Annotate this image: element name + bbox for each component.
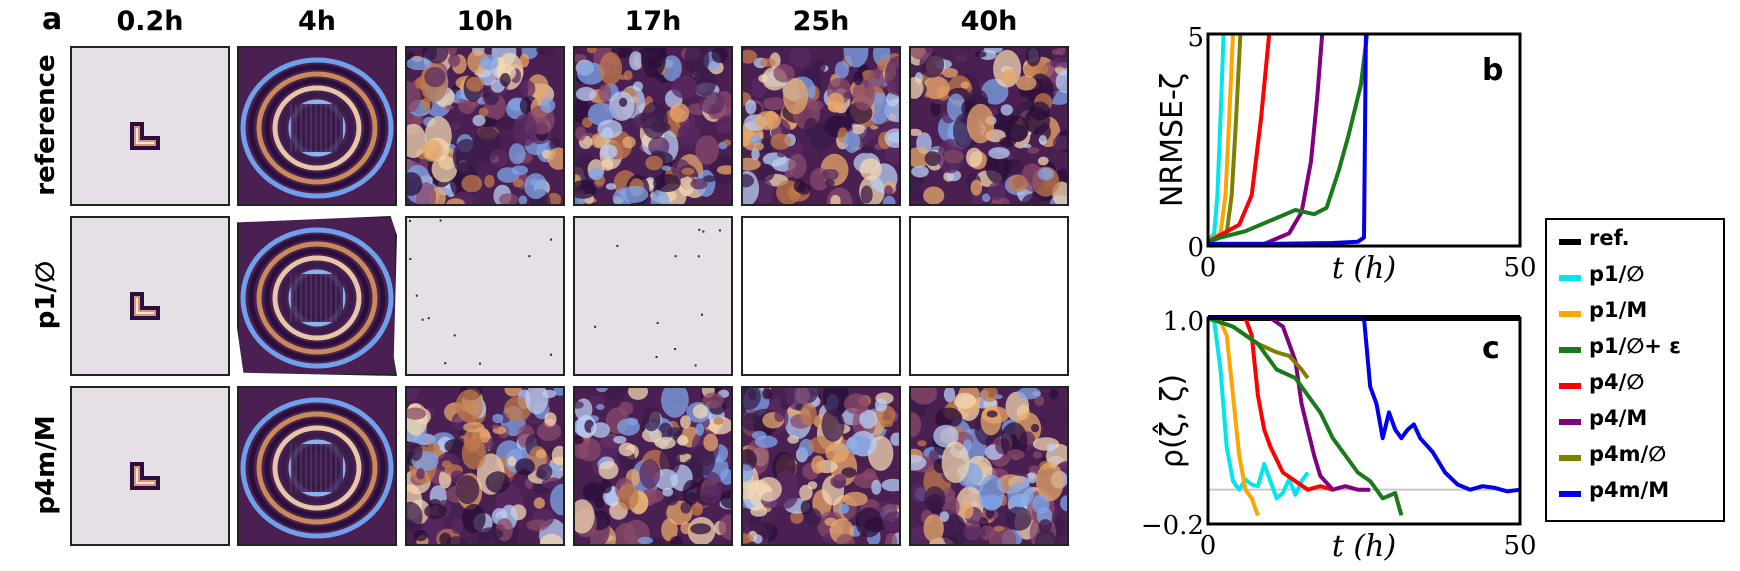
image-tile [237, 216, 397, 376]
image-tile [573, 46, 733, 206]
panel-letter-c: c [1482, 331, 1500, 366]
legend-label: p4m/M [1589, 478, 1670, 502]
image-tile [405, 216, 565, 376]
image-tile [70, 46, 230, 206]
column-header: 0.2h [116, 6, 184, 37]
legend-swatch [1559, 311, 1581, 317]
image-tile [573, 386, 733, 546]
x-tick-label: 50 [1503, 531, 1536, 561]
plot-frame [1206, 32, 1522, 248]
column-header: 40h [960, 6, 1018, 37]
legend-label: p4/∅ [1589, 370, 1645, 394]
y-axis-label: ρ(ζ̂, ζ) [1152, 374, 1190, 468]
legend-label: ref. [1589, 226, 1630, 250]
x-tick-label: 0 [1200, 531, 1217, 561]
x-tick-label: 0 [1200, 253, 1217, 283]
image-tile [909, 386, 1069, 546]
image-tile [909, 46, 1069, 206]
image-tile [573, 216, 733, 376]
legend-label: p1/∅+ ε [1589, 334, 1681, 358]
image-tile [70, 386, 230, 546]
y-tick-label: 5 [1187, 23, 1204, 53]
series-line [1206, 33, 1226, 243]
legend: ref. p1/∅ p1/M p1/∅+ ε p4/∅ p4/M p4m/∅ p4m/M [1545, 218, 1725, 522]
image-tile [741, 386, 901, 546]
series-line [1208, 316, 1334, 492]
series-line [1207, 33, 1272, 244]
legend-swatch [1559, 347, 1581, 353]
y-tick-label: −0.2 [1141, 511, 1204, 541]
series-line [1208, 316, 1371, 492]
column-header: 4h [297, 6, 336, 37]
y-tick-label: 0 [1187, 233, 1204, 263]
image-tile [237, 46, 397, 206]
y-axis-label: NRMSE-ζ [1155, 73, 1190, 207]
series-line [1207, 316, 1310, 501]
legend-swatch [1559, 239, 1581, 245]
x-axis-label: t (h) [1332, 529, 1396, 564]
legend-swatch [1559, 491, 1581, 497]
image-tile [909, 216, 1069, 376]
series-line [1207, 33, 1370, 244]
x-tick-label: 50 [1503, 253, 1536, 283]
legend-label: p1/M [1589, 298, 1648, 322]
legend-label: p4/M [1589, 406, 1648, 430]
image-tile [405, 386, 565, 546]
x-axis-label: t (h) [1332, 251, 1396, 286]
image-tile [237, 386, 397, 546]
panel-letter-b: b [1482, 53, 1503, 88]
legend-swatch [1559, 419, 1581, 425]
legend-swatch [1559, 455, 1581, 461]
series-line [1207, 316, 1404, 516]
series-line [1208, 33, 1368, 246]
legend-swatch [1559, 383, 1581, 389]
image-tile [741, 216, 901, 376]
series-line [1208, 316, 1521, 494]
image-tile [405, 46, 565, 206]
legend-swatch [1559, 275, 1581, 281]
column-header: 25h [792, 6, 850, 37]
plot-frame [1206, 316, 1522, 526]
image-tile [741, 46, 901, 206]
panel-letter-a: a [42, 2, 63, 37]
column-header: 17h [624, 6, 682, 37]
column-header: 10h [456, 6, 514, 37]
y-tick-label: 1.0 [1163, 307, 1204, 337]
legend-label: p4m/∅ [1589, 442, 1667, 466]
image-tile [70, 216, 230, 376]
legend-label: p1/∅ [1589, 262, 1645, 286]
